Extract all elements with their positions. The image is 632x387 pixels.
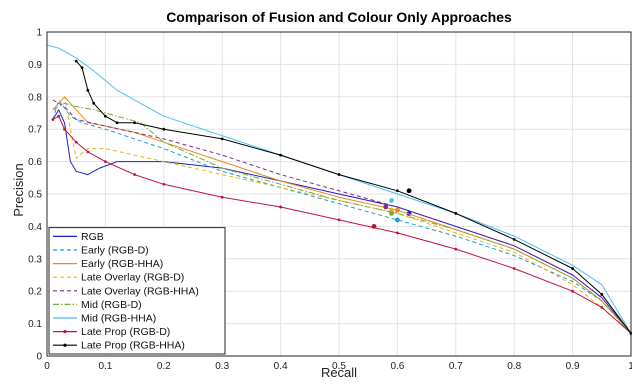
operating-point-marker (383, 204, 389, 210)
data-point (104, 114, 107, 118)
operating-point-marker (395, 207, 400, 213)
data-point (74, 59, 78, 63)
data-point (63, 127, 66, 131)
series-late-overlay-rgb-hha (52, 99, 632, 334)
data-point (220, 195, 224, 199)
y-tick-label: 0.1 (28, 319, 42, 330)
series-late-prop-rgb-hha (74, 59, 632, 335)
operating-point-marker (395, 217, 400, 223)
legend-label: Early (RGB-HHA) (81, 258, 163, 270)
data-point (512, 237, 516, 241)
y-tick-label: 0.7 (28, 125, 42, 136)
legend-label: RGB (81, 231, 104, 243)
data-point (279, 153, 282, 157)
plot-frame (46, 31, 632, 357)
y-tick-label: 0 (36, 352, 42, 363)
y-tick-label: 1 (36, 28, 42, 39)
data-point (57, 114, 61, 118)
legend-label: Mid (RGB-HHA) (81, 313, 156, 325)
legend-box (48, 227, 226, 355)
data-point (80, 66, 84, 70)
data-point (279, 205, 282, 209)
series-late-prop-rgb-d (51, 114, 632, 335)
data-point (51, 118, 55, 121)
operating-point-marker (406, 188, 412, 194)
x-tick-label: 0.1 (98, 361, 112, 372)
x-tick-label: 0.2 (157, 361, 171, 372)
y-tick-label: 0.9 (28, 60, 42, 71)
series-line (58, 96, 632, 334)
legend-label: Late Overlay (RGB-D) (81, 272, 184, 284)
data-point (571, 289, 574, 293)
data-point (92, 101, 96, 105)
operating-point-marker (371, 224, 377, 229)
series-mid-rgb-d (52, 102, 632, 334)
data-point (74, 140, 78, 144)
x-tick-label: 0.3 (215, 361, 229, 372)
data-point (162, 127, 166, 131)
axis-ticks: 0 0.1 0.2 0.3 0.4 0.5 0.6 0.7 0.8 0.9 1 0 0.1 0.2 0.3 0… (28, 28, 632, 373)
data-point (86, 88, 90, 92)
y-tick-label: 0.2 (28, 287, 42, 298)
data-point (454, 212, 458, 215)
legend-item: Mid (RGB-HHA) (53, 313, 156, 325)
y-axis-label: Precision (11, 163, 26, 216)
y-tick-label: 0.6 (28, 157, 42, 168)
data-point (600, 293, 604, 296)
x-tick-label: 0.5 (332, 361, 346, 372)
legend-label: Late Prop (RGB-HHA) (81, 340, 185, 352)
y-tick-label: 0.4 (28, 222, 42, 233)
x-tick-label: 0.6 (390, 361, 404, 372)
x-axis-label: Recall (321, 365, 357, 380)
legend-item: Late Prop (RGB-D) (53, 326, 170, 338)
x-tick-label: 0.4 (274, 361, 288, 372)
operating-point-marker (389, 198, 394, 203)
x-tick-label: 0.9 (566, 361, 580, 372)
data-point (600, 306, 604, 309)
operating-point-marker (389, 211, 394, 216)
series-group (46, 44, 632, 335)
legend-item: RGB (53, 231, 104, 243)
data-point (337, 218, 341, 222)
x-tick-label: 0 (44, 361, 50, 372)
data-point (512, 267, 516, 270)
legend: RGB Early (RGB-D)Early (RGB-HHA) Late Over… (48, 227, 226, 355)
data-point (454, 247, 458, 251)
data-point (104, 160, 107, 164)
data-point (133, 173, 137, 176)
data-point (396, 231, 399, 235)
data-point (115, 121, 119, 125)
legend-item: Mid (RGB-D) (53, 299, 142, 311)
data-point (162, 182, 166, 186)
legend-item: Early (RGB-D) (53, 245, 149, 257)
data-point (133, 121, 137, 125)
data-point (86, 150, 90, 154)
x-tick-label: 1 (628, 361, 632, 372)
data-point (571, 267, 574, 270)
legend-item: Late Overlay (RGB-HHA) (53, 285, 199, 297)
legend-item: Early (RGB-HHA) (53, 258, 163, 270)
legend-label: Late Overlay (RGB-HHA) (81, 285, 199, 297)
legend-label: Mid (RGB-D) (81, 299, 142, 311)
y-tick-label: 0.5 (28, 190, 42, 201)
series-line (52, 99, 632, 334)
series-early-rgb-d (52, 99, 632, 334)
data-point (396, 189, 399, 193)
x-tick-label: 0.7 (449, 361, 463, 372)
legend-item: Late Overlay (RGB-D) (53, 272, 184, 284)
y-tick-label: 0.8 (28, 92, 42, 103)
y-tick-label: 0.3 (28, 254, 42, 265)
series-line (52, 102, 632, 334)
legend-label: Late Prop (RGB-D) (81, 326, 170, 338)
data-point (337, 173, 341, 176)
legend-marker (63, 343, 67, 347)
data-point (220, 137, 224, 141)
legend-item: Late Prop (RGB-HHA) (53, 340, 185, 352)
legend-marker (63, 330, 67, 334)
x-tick-label: 0.8 (507, 361, 521, 372)
legend-label: Early (RGB-D) (81, 245, 149, 257)
chart-title: Comparison of Fusion and Colour Only App… (166, 9, 512, 25)
